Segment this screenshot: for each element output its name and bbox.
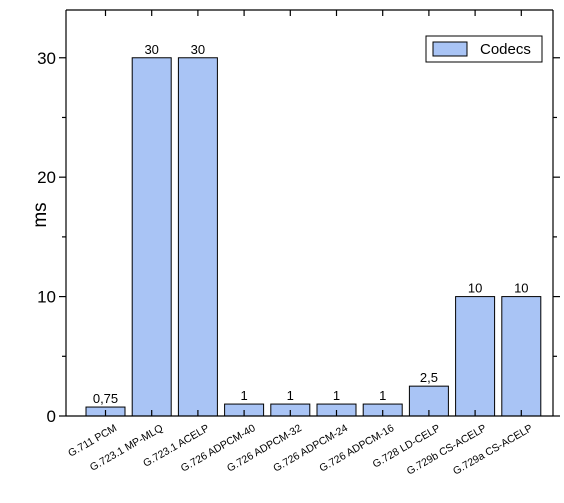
legend: Codecs [425, 35, 543, 63]
x-tick-label: G.729b CS-ACELP [405, 422, 489, 477]
bars-layer [85, 57, 542, 417]
bar [131, 57, 172, 417]
y-tick-label: 30 [37, 49, 56, 68]
y-tick-label: 20 [37, 168, 56, 187]
x-tick-label: G.729a CS-ACELP [451, 422, 535, 477]
axis-ticks [59, 10, 560, 417]
data-label: 30 [144, 42, 158, 57]
data-label: 0,75 [93, 391, 118, 406]
bar [455, 296, 496, 417]
data-label: 1 [333, 388, 340, 403]
legend-label: Codecs [480, 41, 531, 58]
data-label: 2,5 [420, 370, 438, 385]
data-label: 1 [287, 388, 294, 403]
data-label: 1 [379, 388, 386, 403]
y-axis-title: ms [30, 202, 51, 227]
legend-swatch [432, 41, 468, 57]
data-label: 1 [240, 388, 247, 403]
bar [177, 57, 218, 417]
data-label: 10 [468, 281, 482, 296]
data-label: 10 [514, 281, 528, 296]
data-label: 30 [191, 42, 205, 57]
y-tick-label: 0 [47, 407, 56, 426]
y-tick-label: 10 [37, 288, 56, 307]
bar [501, 296, 542, 417]
plot-frame [65, 9, 554, 417]
